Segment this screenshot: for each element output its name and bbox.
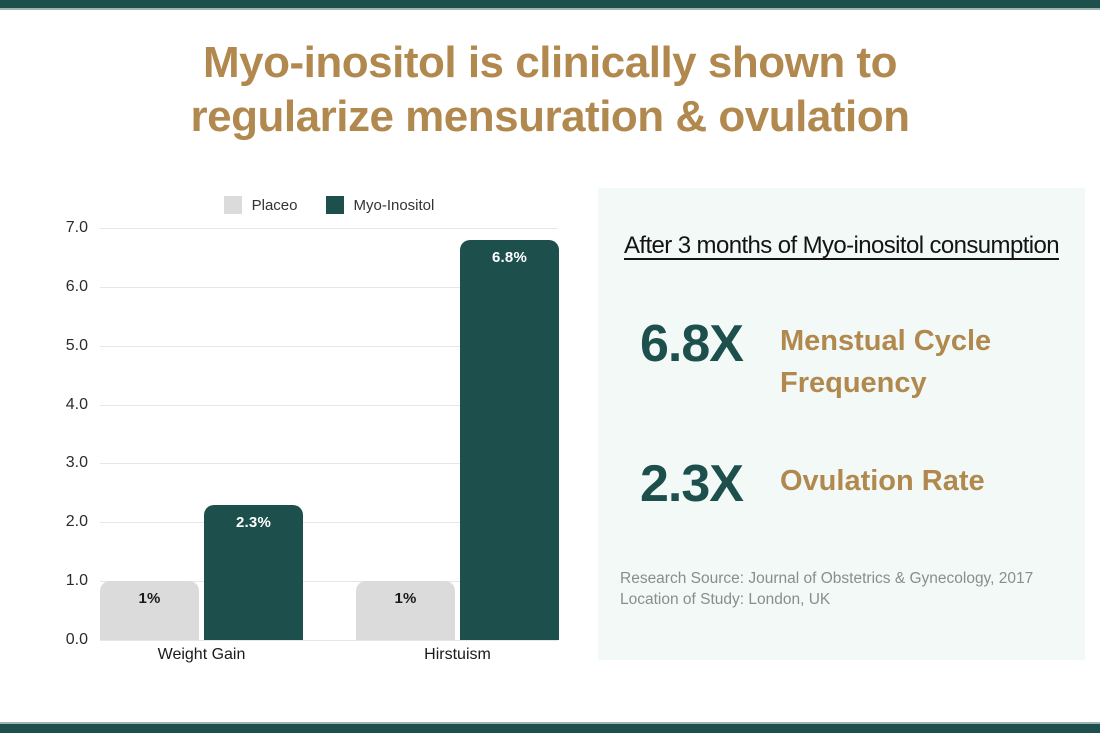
gridline-0.0: [100, 640, 558, 641]
gridline-4.0: [100, 404, 558, 406]
research-source-line: Research Source: Journal of Obstetrics &…: [620, 570, 1034, 587]
bar-myo-inositol-weight-gain: 2.3%: [204, 504, 303, 640]
y-axis-tick-5.0: 5.0: [65, 336, 88, 354]
bar-placeo-hirstuism: 1%: [356, 581, 455, 640]
gridline-5.0: [100, 345, 558, 347]
gridline-2.0: [100, 522, 558, 524]
gridline-7.0: [100, 228, 558, 229]
bar-placeo-weight-gain: 1%: [100, 581, 199, 640]
page-title-line2: regularize mensuration & ovulation: [190, 92, 910, 141]
study-location-line: Location of Study: London, UK: [620, 591, 831, 608]
y-axis-tick-4.0: 4.0: [65, 395, 88, 413]
legend-item-placeo: Placeo: [223, 196, 298, 214]
chart-legend: Placeo Myo-Inositol: [100, 196, 558, 214]
gridline-6.0: [100, 286, 558, 288]
legend-label-placeo: Placeo: [251, 196, 298, 214]
y-axis-tick-6.0: 6.0: [65, 277, 88, 295]
y-axis-tick-1.0: 1.0: [65, 572, 88, 590]
stat-label-ovulation-rate: Ovulation Rate: [780, 465, 985, 497]
y-axis-tick-2.0: 2.0: [65, 513, 88, 531]
bar-value-label-myo-inositol-hirstuism: 6.8%: [492, 248, 527, 266]
summary-panel: After 3 months of Myo-inositol consumpti…: [598, 188, 1085, 660]
y-axis-tick-3.0: 3.0: [65, 454, 88, 472]
stat-row-ovulation-rate: 2.3X Ovulation Rate: [640, 456, 985, 512]
research-source-note: Research Source: Journal of Obstetrics &…: [620, 568, 1033, 610]
gridline-3.0: [100, 463, 558, 465]
stat-value-menstrual-cycle: 6.8X: [640, 315, 744, 373]
page-title: Myo-inositol is clinically shown to regu…: [0, 36, 1100, 144]
gridline-1.0: [100, 581, 558, 583]
bar-value-label-placeo-hirstuism: 1%: [394, 590, 417, 608]
legend-label-myo-inositol: Myo-Inositol: [353, 196, 435, 214]
x-axis-label-weight-gain: Weight Gain: [157, 646, 246, 663]
bar-value-label-placeo-weight-gain: 1%: [138, 590, 161, 608]
stat-label-menstrual-cycle: Menstual Cycle Frequency: [780, 325, 992, 399]
bar-myo-inositol-hirstuism: 6.8%: [460, 239, 559, 640]
x-axis-label-hirstuism: Hirstuism: [424, 646, 491, 663]
stat-value-ovulation-rate: 2.3X: [640, 455, 744, 513]
summary-panel-heading: After 3 months of Myo-inositol consumpti…: [623, 232, 1060, 259]
y-axis-tick-0.0: 0.0: [65, 631, 88, 648]
stat-row-menstrual-cycle: 6.8X Menstual Cycle Frequency: [640, 316, 1030, 404]
bar-value-label-myo-inositol-weight-gain: 2.3%: [236, 513, 271, 531]
page-title-line1: Myo-inositol is clinically shown to: [203, 38, 897, 87]
bar-chart-plot-area: 0.0 1.0 2.0 3.0 4.0 5.0 6.0 7.0 1% 2.3% Weight Gai…: [66, 219, 559, 663]
bottom-accent-bar: [0, 722, 1100, 733]
top-accent-bar: [0, 0, 1100, 10]
y-axis-tick-7.0: 7.0: [65, 219, 88, 236]
legend-item-myo-inositol: Myo-Inositol: [325, 196, 435, 214]
legend-swatch-placeo: [223, 196, 242, 214]
legend-swatch-myo-inositol: [325, 196, 344, 214]
